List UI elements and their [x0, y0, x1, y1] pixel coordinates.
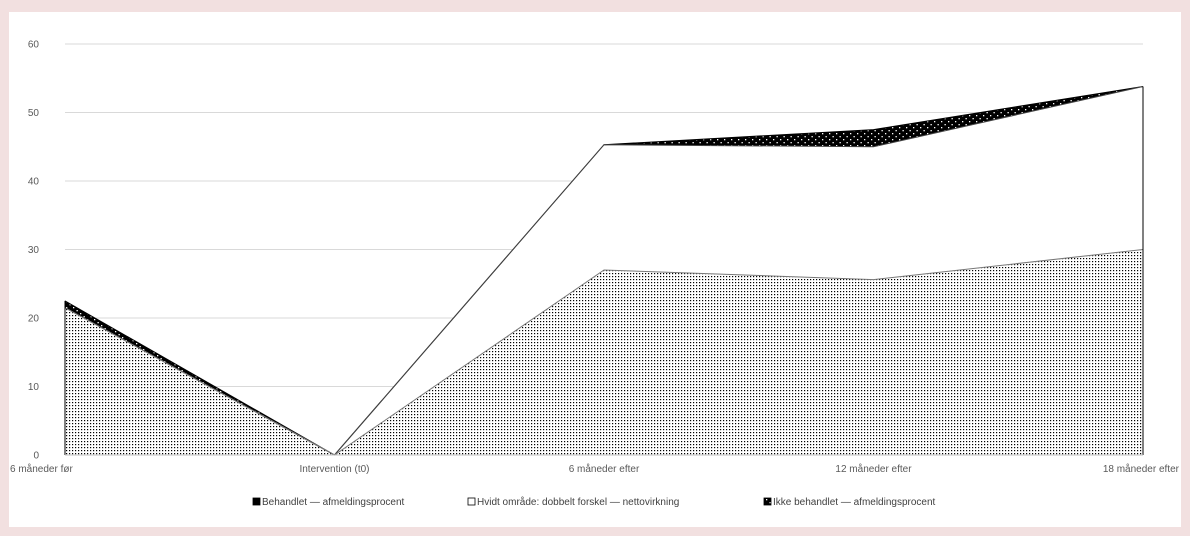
x-tick-label: Intervention (t0)	[299, 464, 369, 475]
chart-svg: 0 10 20 30 40 50 60 6 måneder før Intervention (…	[10, 40, 1180, 509]
x-tick-label: 18 måneder efter	[1103, 463, 1180, 475]
series-area-ikke-behandlet	[65, 249, 1143, 455]
y-tick-label: 30	[28, 245, 40, 256]
y-tick-label: 20	[28, 314, 40, 325]
x-tick-label: 6 måneder efter	[569, 463, 640, 475]
x-tick-label: 12 måneder efter	[835, 463, 912, 475]
y-tick-label: 40	[28, 177, 40, 188]
x-tick-label: 6 måneder før	[10, 463, 73, 475]
chart-area: 0 10 20 30 40 50 60 6 måneder før Intervention (…	[9, 12, 1181, 527]
legend-swatch-behandlet	[252, 497, 261, 506]
legend-label: Hvidt område: dobbelt forskel — nettovir…	[477, 496, 679, 508]
legend-swatch-nettovirkning	[467, 497, 476, 506]
y-tick-label: 60	[28, 40, 40, 51]
series-area-ikke-behandlet-line	[64, 249, 1144, 456]
legend-label: Ikke behandlet — afmeldingsprocent	[773, 497, 936, 508]
legend-label: Behandlet — afmeldingsprocent	[262, 497, 405, 508]
y-tick-label: 0	[33, 451, 39, 462]
y-tick-label: 50	[28, 108, 40, 119]
legend-swatch-ikke-behandlet	[763, 497, 772, 506]
y-tick-label: 10	[28, 382, 40, 393]
